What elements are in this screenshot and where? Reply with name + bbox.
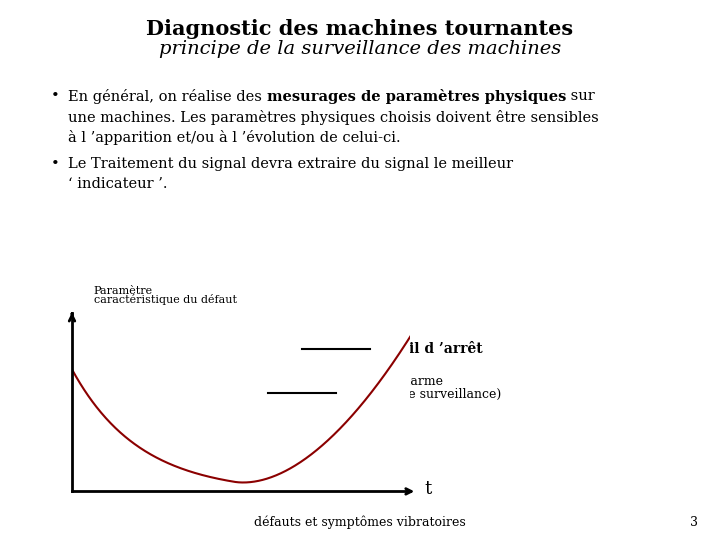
- Text: défauts et symptômes vibratoires: défauts et symptômes vibratoires: [254, 516, 466, 529]
- Text: •: •: [50, 157, 59, 171]
- Text: 3: 3: [690, 516, 698, 529]
- Text: une machines. Les paramètres physiques choisis doivent être sensibles: une machines. Les paramètres physiques c…: [68, 110, 599, 125]
- Text: à l ’apparition et/ou à l ’évolution de celui-ci.: à l ’apparition et/ou à l ’évolution de …: [68, 130, 401, 145]
- Text: Seuil d ’alarme: Seuil d ’alarme: [346, 375, 443, 388]
- Text: ‘ indicateur ’.: ‘ indicateur ’.: [68, 177, 168, 191]
- Text: sur: sur: [566, 89, 595, 103]
- Text: principe de la surveillance des machines: principe de la surveillance des machines: [159, 40, 561, 58]
- Text: caractéristique du défaut: caractéristique du défaut: [94, 294, 237, 305]
- Text: (alarme de surveillance): (alarme de surveillance): [346, 388, 501, 401]
- Text: Paramètre: Paramètre: [94, 286, 153, 296]
- Text: Diagnostic des machines tournantes: Diagnostic des machines tournantes: [146, 19, 574, 39]
- Text: mesurages de paramètres physiques: mesurages de paramètres physiques: [267, 89, 566, 104]
- Text: •: •: [50, 89, 59, 103]
- Text: En général, on réalise des: En général, on réalise des: [68, 89, 267, 104]
- Text: Le Traitement du signal devra extraire du signal le meilleur: Le Traitement du signal devra extraire d…: [68, 157, 513, 171]
- Text: t: t: [425, 480, 432, 498]
- Text: Seuil d ’arrêt: Seuil d ’arrêt: [380, 342, 483, 356]
